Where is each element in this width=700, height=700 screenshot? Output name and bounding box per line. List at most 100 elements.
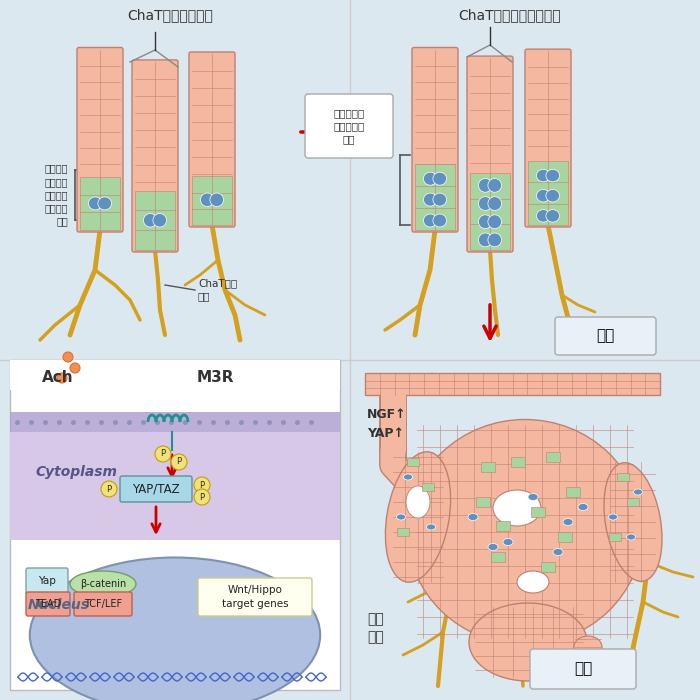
Text: YAP/TAZ: YAP/TAZ xyxy=(132,482,180,496)
Ellipse shape xyxy=(608,514,617,520)
FancyBboxPatch shape xyxy=(467,56,513,252)
Circle shape xyxy=(63,352,73,362)
FancyBboxPatch shape xyxy=(26,568,68,594)
Text: ChaT陽性刷子細胞増加: ChaT陽性刷子細胞増加 xyxy=(458,8,561,22)
Bar xyxy=(10,360,340,390)
Bar xyxy=(609,533,621,541)
Ellipse shape xyxy=(424,214,437,227)
Ellipse shape xyxy=(536,169,550,182)
Text: Cytoplasm: Cytoplasm xyxy=(35,465,117,479)
Ellipse shape xyxy=(479,215,492,229)
FancyBboxPatch shape xyxy=(198,578,312,616)
Text: TEAD: TEAD xyxy=(35,599,61,609)
Bar xyxy=(541,562,555,572)
Text: 胃上皮幹細
胞の増殖、
進展: 胃上皮幹細 胞の増殖、 進展 xyxy=(333,108,365,144)
Bar xyxy=(415,164,455,230)
Text: TCF/LEF: TCF/LEF xyxy=(84,599,122,609)
Ellipse shape xyxy=(407,419,643,645)
Ellipse shape xyxy=(578,503,588,510)
Text: Wnt/Hippo
target genes: Wnt/Hippo target genes xyxy=(222,585,288,608)
Bar xyxy=(511,457,525,467)
Ellipse shape xyxy=(488,178,501,192)
Bar xyxy=(10,432,340,540)
Bar xyxy=(617,473,629,481)
Ellipse shape xyxy=(488,215,501,229)
Ellipse shape xyxy=(210,193,223,206)
Text: 神経
浸潤: 神経 浸潤 xyxy=(367,612,384,644)
FancyBboxPatch shape xyxy=(305,94,393,158)
Text: P: P xyxy=(199,480,204,489)
Ellipse shape xyxy=(488,543,498,550)
Ellipse shape xyxy=(406,486,430,518)
FancyBboxPatch shape xyxy=(525,49,571,227)
Ellipse shape xyxy=(479,197,492,211)
Ellipse shape xyxy=(433,172,447,186)
FancyBboxPatch shape xyxy=(555,317,656,355)
Bar xyxy=(422,483,434,491)
Ellipse shape xyxy=(469,603,587,681)
Bar xyxy=(365,373,660,395)
Ellipse shape xyxy=(98,197,111,210)
Bar xyxy=(528,161,568,225)
Ellipse shape xyxy=(546,190,559,202)
Text: β-catenin: β-catenin xyxy=(80,579,126,589)
Ellipse shape xyxy=(479,178,492,192)
Text: P: P xyxy=(106,484,111,494)
Bar xyxy=(481,462,495,472)
Bar xyxy=(192,176,232,225)
FancyBboxPatch shape xyxy=(412,48,458,232)
Circle shape xyxy=(155,446,171,462)
Ellipse shape xyxy=(200,193,214,206)
FancyBboxPatch shape xyxy=(77,48,123,232)
Circle shape xyxy=(70,363,80,373)
Bar xyxy=(80,177,120,230)
Ellipse shape xyxy=(424,193,437,206)
Circle shape xyxy=(171,454,187,470)
Text: P: P xyxy=(160,449,166,459)
Text: P: P xyxy=(176,458,181,466)
Ellipse shape xyxy=(488,197,501,211)
Text: P: P xyxy=(199,493,204,501)
Bar xyxy=(627,498,639,506)
Ellipse shape xyxy=(604,463,662,581)
Ellipse shape xyxy=(88,197,102,210)
Ellipse shape xyxy=(403,474,412,480)
Bar xyxy=(558,532,572,542)
Circle shape xyxy=(194,489,210,505)
Ellipse shape xyxy=(396,514,405,520)
Ellipse shape xyxy=(626,534,636,540)
Text: ChaT陽性
神経: ChaT陽性 神経 xyxy=(198,279,237,302)
Bar xyxy=(546,452,560,462)
Circle shape xyxy=(101,481,117,497)
Bar xyxy=(476,497,490,507)
Text: Nucleus: Nucleus xyxy=(28,598,90,612)
Text: 初期: 初期 xyxy=(596,328,615,344)
Ellipse shape xyxy=(528,494,538,500)
Ellipse shape xyxy=(594,657,612,671)
Ellipse shape xyxy=(536,209,550,222)
FancyBboxPatch shape xyxy=(10,360,340,690)
Ellipse shape xyxy=(574,636,602,658)
Ellipse shape xyxy=(563,519,573,526)
Text: M3R: M3R xyxy=(196,370,234,384)
Bar xyxy=(135,190,175,250)
Text: ChaT陽性刷子細胞: ChaT陽性刷子細胞 xyxy=(127,8,213,22)
Text: アセチル
コリン受
容体陽性
胃上皮幹
細胞: アセチル コリン受 容体陽性 胃上皮幹 細胞 xyxy=(45,164,68,226)
Ellipse shape xyxy=(144,214,157,227)
Ellipse shape xyxy=(468,514,478,521)
Text: Yap: Yap xyxy=(38,576,56,586)
Text: NGF↑
YAP↑: NGF↑ YAP↑ xyxy=(367,408,407,440)
Ellipse shape xyxy=(546,169,559,182)
Text: 晩期: 晩期 xyxy=(574,662,592,676)
Ellipse shape xyxy=(493,490,541,526)
FancyBboxPatch shape xyxy=(530,649,636,689)
Ellipse shape xyxy=(503,538,513,545)
FancyBboxPatch shape xyxy=(189,52,235,227)
Ellipse shape xyxy=(433,214,447,227)
Circle shape xyxy=(194,477,210,493)
Ellipse shape xyxy=(30,557,320,700)
Bar xyxy=(10,412,340,432)
Bar xyxy=(397,528,409,536)
Ellipse shape xyxy=(488,233,501,247)
Ellipse shape xyxy=(517,571,549,593)
